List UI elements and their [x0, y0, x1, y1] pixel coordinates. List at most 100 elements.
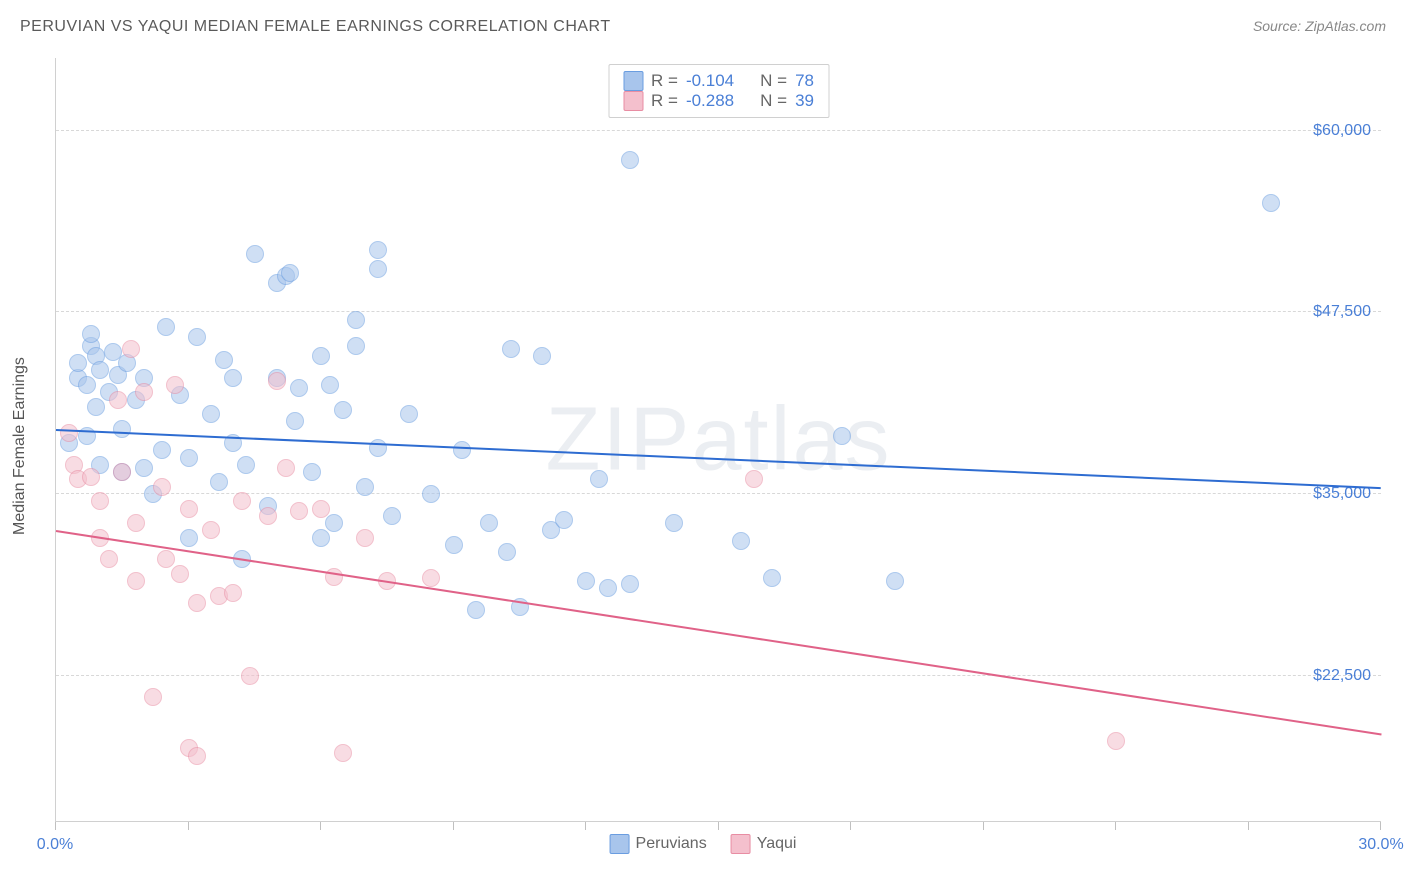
data-point: [127, 514, 145, 532]
n-label: N =: [760, 91, 787, 111]
data-point: [109, 391, 127, 409]
data-point: [157, 318, 175, 336]
legend-row-peruvians: R = -0.104 N = 78: [623, 71, 814, 91]
x-axis-min-label: 0.0%: [37, 836, 73, 854]
x-tick: [983, 822, 984, 830]
gridline: [56, 493, 1381, 494]
data-point: [599, 579, 617, 597]
data-point: [180, 500, 198, 518]
data-point: [153, 441, 171, 459]
data-point: [347, 311, 365, 329]
data-point: [334, 744, 352, 762]
y-grid-label: $60,000: [1313, 122, 1371, 140]
x-tick: [453, 822, 454, 830]
y-axis-title: Median Female Earnings: [11, 357, 29, 535]
data-point: [325, 514, 343, 532]
data-point: [127, 572, 145, 590]
x-tick: [1380, 822, 1381, 830]
data-point: [78, 376, 96, 394]
data-point: [356, 529, 374, 547]
data-point: [87, 398, 105, 416]
data-point: [237, 456, 255, 474]
data-point: [171, 565, 189, 583]
data-point: [290, 379, 308, 397]
n-label: N =: [760, 71, 787, 91]
x-tick: [585, 822, 586, 830]
data-point: [498, 543, 516, 561]
data-point: [135, 459, 153, 477]
data-point: [281, 264, 299, 282]
data-point: [400, 405, 418, 423]
data-point: [445, 536, 463, 554]
data-point: [224, 369, 242, 387]
data-point: [69, 354, 87, 372]
data-point: [763, 569, 781, 587]
data-point: [91, 361, 109, 379]
data-point: [453, 441, 471, 459]
trendline: [56, 530, 1381, 735]
legend-label: Peruvians: [636, 835, 707, 853]
data-point: [157, 550, 175, 568]
data-point: [325, 568, 343, 586]
data-point: [113, 420, 131, 438]
swatch-peruvians: [623, 71, 643, 91]
x-tick: [188, 822, 189, 830]
data-point: [467, 601, 485, 619]
data-point: [321, 376, 339, 394]
data-point: [533, 347, 551, 365]
data-point: [621, 575, 639, 593]
x-tick: [1248, 822, 1249, 830]
data-point: [215, 351, 233, 369]
data-point: [91, 492, 109, 510]
data-point: [180, 449, 198, 467]
n-value-peruvians: 78: [795, 71, 814, 91]
data-point: [1107, 732, 1125, 750]
data-point: [303, 463, 321, 481]
data-point: [422, 485, 440, 503]
data-point: [480, 514, 498, 532]
swatch-yaqui: [623, 91, 643, 111]
data-point: [202, 521, 220, 539]
swatch-yaqui: [731, 834, 751, 854]
y-grid-label: $47,500: [1313, 303, 1371, 321]
data-point: [745, 470, 763, 488]
y-grid-label: $22,500: [1313, 667, 1371, 685]
data-point: [577, 572, 595, 590]
data-point: [312, 529, 330, 547]
scatter-plot-area: ZIPatlas R = -0.104 N = 78 R = -0.288 N …: [55, 58, 1381, 822]
data-point: [100, 550, 118, 568]
data-point: [369, 241, 387, 259]
data-point: [188, 328, 206, 346]
data-point: [246, 245, 264, 263]
legend-item-yaqui: Yaqui: [731, 834, 797, 854]
legend-row-yaqui: R = -0.288 N = 39: [623, 91, 814, 111]
data-point: [60, 424, 78, 442]
data-point: [188, 594, 206, 612]
n-value-yaqui: 39: [795, 91, 814, 111]
data-point: [312, 500, 330, 518]
data-point: [502, 340, 520, 358]
data-point: [590, 470, 608, 488]
r-label: R =: [651, 71, 678, 91]
data-point: [224, 584, 242, 602]
data-point: [180, 529, 198, 547]
data-point: [153, 478, 171, 496]
data-point: [555, 511, 573, 529]
data-point: [82, 325, 100, 343]
r-label: R =: [651, 91, 678, 111]
x-tick: [718, 822, 719, 830]
data-point: [241, 667, 259, 685]
data-point: [886, 572, 904, 590]
data-point: [135, 383, 153, 401]
x-tick: [1115, 822, 1116, 830]
swatch-peruvians: [610, 834, 630, 854]
x-tick: [850, 822, 851, 830]
legend-label: Yaqui: [757, 835, 797, 853]
source-attribution: Source: ZipAtlas.com: [1253, 18, 1386, 34]
data-point: [122, 340, 140, 358]
data-point: [166, 376, 184, 394]
gridline: [56, 130, 1381, 131]
chart-title: PERUVIAN VS YAQUI MEDIAN FEMALE EARNINGS…: [20, 18, 611, 36]
data-point: [233, 492, 251, 510]
r-value-peruvians: -0.104: [686, 71, 734, 91]
